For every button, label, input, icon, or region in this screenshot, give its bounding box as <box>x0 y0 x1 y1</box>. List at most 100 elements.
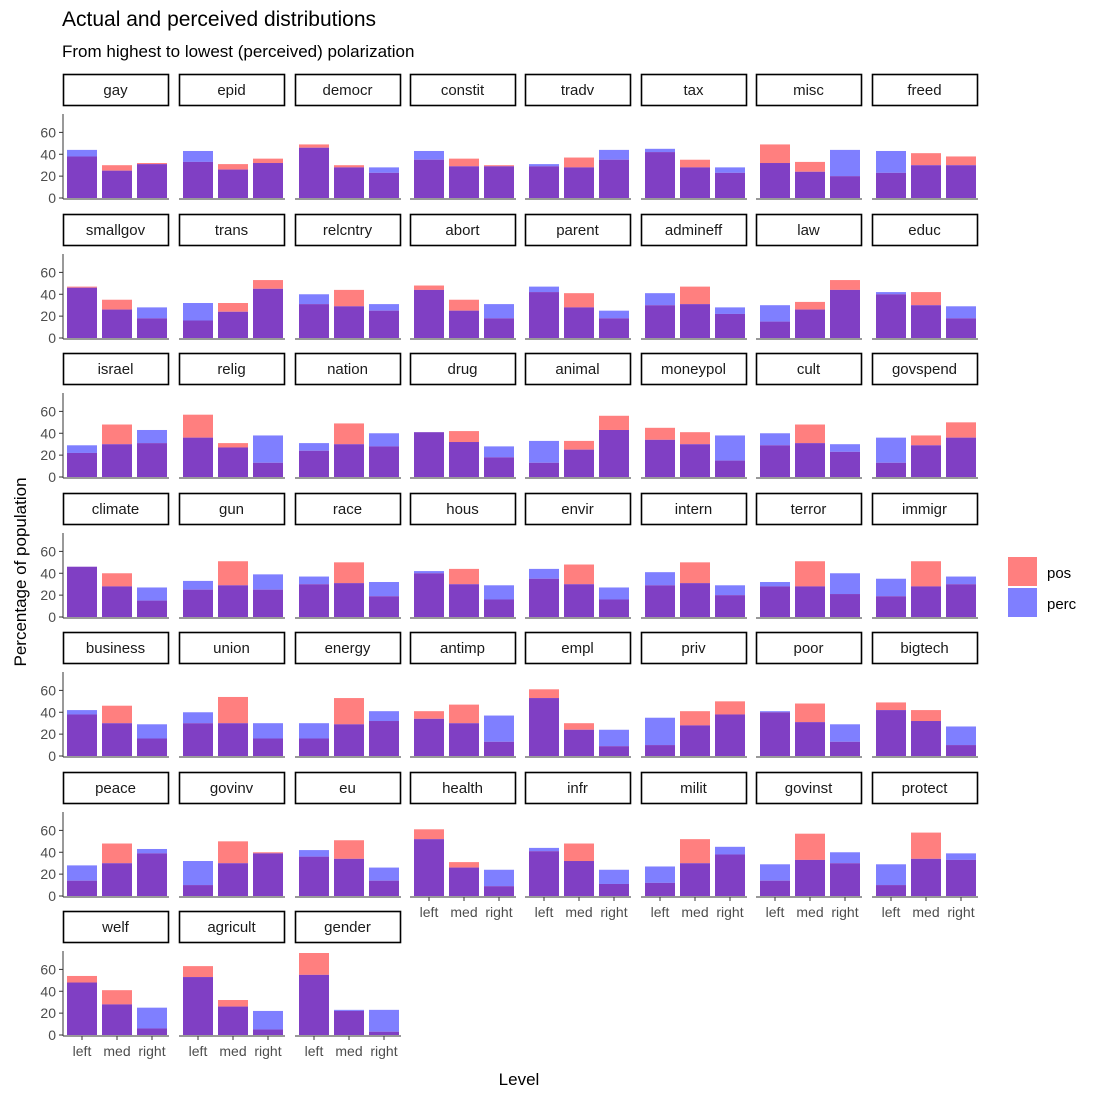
panel-strip <box>294 910 402 944</box>
y-tick-label: 60 <box>40 961 56 977</box>
y-tick-label: 60 <box>40 403 56 419</box>
bar-pos-med <box>102 705 132 724</box>
bar-overlap-right <box>946 859 976 896</box>
bar-overlap-med <box>334 583 364 617</box>
bar-overlap-med <box>334 167 364 198</box>
panel-strip-label: admineff <box>665 222 723 239</box>
bar-pos-left <box>876 702 906 711</box>
panel-strip-label: nation <box>327 361 368 378</box>
panel-smallgov: smallgov 0 20 40 60 <box>40 213 170 346</box>
bar-perc-right <box>484 869 514 887</box>
bar-pos-med <box>334 698 364 725</box>
bar-perc-right <box>137 429 167 444</box>
panel-strip <box>409 213 517 247</box>
legend-key-pos <box>1008 557 1037 586</box>
bar-perc-right <box>946 853 976 860</box>
bar-pos-med <box>449 862 479 868</box>
bar-perc-right <box>830 724 860 742</box>
panel-strip-label: terror <box>791 501 827 518</box>
bar-perc-right <box>715 846 745 855</box>
bar-perc-left <box>67 865 97 881</box>
panel-strip <box>294 213 402 247</box>
bar-pos-left <box>67 286 97 288</box>
panel-strip <box>871 492 979 526</box>
bar-pos-med <box>564 843 594 862</box>
panel-strip-label: protect <box>902 780 949 797</box>
bar-overlap-left <box>876 710 906 756</box>
bar-overlap-left <box>645 152 675 198</box>
panel-milit: milit left med right <box>640 771 748 920</box>
bar-perc-left <box>760 711 790 713</box>
bar-pos-right <box>599 415 629 430</box>
bar-overlap-left <box>414 718 444 756</box>
y-tick-label: 60 <box>40 682 56 698</box>
bar-overlap-med <box>218 863 248 896</box>
bar-perc-right <box>715 307 745 314</box>
bar-perc-right <box>715 167 745 173</box>
bar-overlap-right <box>715 595 745 617</box>
bar-perc-right <box>137 587 167 601</box>
x-tick-label: med <box>681 904 708 920</box>
x-tick-label: left <box>189 1043 208 1059</box>
panel-gender: gender left med right <box>294 910 402 1059</box>
bar-overlap-med <box>680 444 710 477</box>
x-tick-label: left <box>535 904 554 920</box>
bar-overlap-left <box>529 851 559 896</box>
panel-strip <box>640 352 748 386</box>
bar-perc-left <box>645 148 675 153</box>
bar-overlap-left <box>299 584 329 617</box>
panel-strip-label: parent <box>556 222 599 239</box>
bar-pos-med <box>680 839 710 864</box>
bar-overlap-right <box>137 600 167 617</box>
bar-overlap-right <box>484 166 514 198</box>
bar-pos-med <box>334 840 364 859</box>
bar-pos-med <box>334 289 364 307</box>
panel-admineff: admineff <box>640 213 748 340</box>
panel-strip-label: intern <box>675 501 713 518</box>
bar-pos-med <box>680 432 710 445</box>
bar-perc-left <box>299 850 329 857</box>
bar-perc-right <box>369 1009 399 1032</box>
bar-overlap-left <box>299 450 329 477</box>
panel-strip <box>755 352 863 386</box>
x-tick-label: med <box>450 904 477 920</box>
panel-strip <box>62 213 170 247</box>
bar-perc-right <box>484 715 514 742</box>
bar-pos-med <box>680 711 710 726</box>
panel-strip-label: infr <box>567 780 588 797</box>
bar-overlap-right <box>369 880 399 896</box>
y-tick-label: 20 <box>40 866 56 882</box>
bar-overlap-right <box>369 446 399 477</box>
panel-strip <box>178 910 286 944</box>
bar-overlap-left <box>183 437 213 477</box>
panel-strip <box>178 492 286 526</box>
bar-pos-left <box>760 144 790 164</box>
bar-overlap-med <box>102 444 132 477</box>
bar-overlap-med <box>795 443 825 477</box>
panel-strip-label: moneypol <box>661 361 726 378</box>
bar-perc-right <box>369 304 399 311</box>
bar-overlap-med <box>102 863 132 896</box>
panel-strip-label: epid <box>217 82 245 99</box>
bar-pos-med <box>795 161 825 172</box>
y-tick-label: 60 <box>40 124 56 140</box>
panel-strip <box>178 213 286 247</box>
panel-strip-label: welf <box>101 919 130 936</box>
bar-perc-right <box>715 435 745 461</box>
panel-strip-label: empl <box>561 640 594 657</box>
bar-overlap-left <box>183 320 213 338</box>
bar-overlap-left <box>299 147 329 198</box>
bar-overlap-left <box>414 432 444 477</box>
bar-pos-right <box>715 701 745 715</box>
bar-perc-left <box>299 294 329 305</box>
bar-perc-left <box>299 723 329 739</box>
bar-overlap-left <box>645 882 675 896</box>
panel-agricult: agricult left med right <box>178 910 286 1059</box>
bar-pos-right <box>253 852 283 854</box>
panel-strip <box>640 631 748 665</box>
bar-perc-right <box>253 723 283 739</box>
bar-overlap-right <box>253 163 283 198</box>
bar-pos-med <box>795 424 825 444</box>
panel-strip <box>755 771 863 805</box>
bar-pos-med <box>564 723 594 730</box>
